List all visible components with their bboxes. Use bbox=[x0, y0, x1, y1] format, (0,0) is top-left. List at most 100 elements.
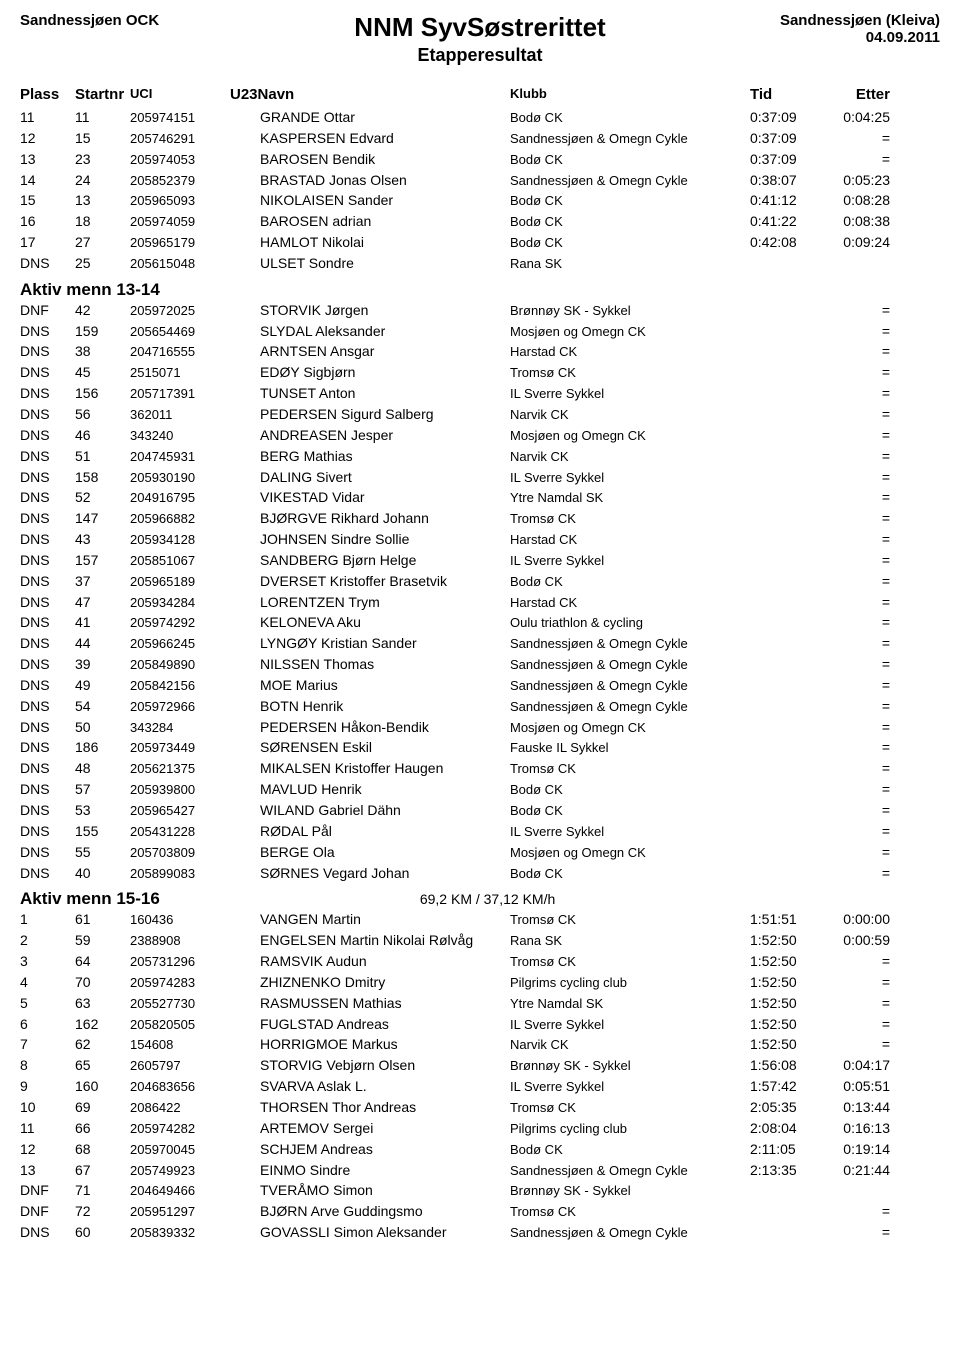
cell-startnr: 147 bbox=[75, 508, 130, 528]
cell-plass: 13 bbox=[20, 1160, 75, 1180]
cell-uci: 205820505 bbox=[130, 1016, 230, 1035]
cell-uci: 205966245 bbox=[130, 635, 230, 654]
result-row: DNS40205899083SØRNES Vegard JohanBodø CK… bbox=[20, 863, 940, 884]
cell-etter: = bbox=[820, 993, 890, 1013]
result-row: 10692086422THORSEN Thor AndreasTromsø CK… bbox=[20, 1097, 940, 1118]
result-row: DNS186205973449SØRENSEN EskilFauske IL S… bbox=[20, 737, 940, 758]
cell-plass: DNS bbox=[20, 571, 75, 591]
cell-tid: 1:56:08 bbox=[750, 1055, 820, 1075]
cell-uci: 205939800 bbox=[130, 781, 230, 800]
cell-plass: 6 bbox=[20, 1014, 75, 1034]
cell-navn: PEDERSEN Sigurd Salberg bbox=[260, 404, 510, 424]
cell-uci: 205849890 bbox=[130, 656, 230, 675]
cell-plass: 16 bbox=[20, 211, 75, 231]
cell-navn: GRANDE Ottar bbox=[260, 107, 510, 127]
cell-startnr: 50 bbox=[75, 717, 130, 737]
cell-navn: ARNTSEN Ansgar bbox=[260, 341, 510, 361]
cell-uci: 205852379 bbox=[130, 172, 230, 191]
cell-klubb: Bodø CK bbox=[510, 234, 750, 253]
result-row: 161160436VANGEN MartinTromsø CK1:51:510:… bbox=[20, 909, 940, 930]
cell-startnr: 18 bbox=[75, 211, 130, 231]
cell-etter: = bbox=[820, 508, 890, 528]
col-klubb: Klubb bbox=[510, 86, 750, 103]
cell-etter: = bbox=[820, 972, 890, 992]
cell-klubb: Tromsø CK bbox=[510, 911, 750, 930]
cell-plass: DNS bbox=[20, 737, 75, 757]
cell-uci: 205731296 bbox=[130, 953, 230, 972]
date-text: 04.09.2011 bbox=[633, 29, 940, 46]
cell-plass: 2 bbox=[20, 930, 75, 950]
cell-klubb: Sandnessjøen & Omegn Cykle bbox=[510, 130, 750, 149]
cell-uci: 205974151 bbox=[130, 109, 230, 128]
cell-plass: 12 bbox=[20, 128, 75, 148]
cell-etter: 0:08:28 bbox=[820, 190, 890, 210]
cell-uci: 205974292 bbox=[130, 614, 230, 633]
cell-navn: BAROSEN adrian bbox=[260, 211, 510, 231]
cell-navn: VANGEN Martin bbox=[260, 909, 510, 929]
cell-navn: SØRNES Vegard Johan bbox=[260, 863, 510, 883]
cell-navn: RASMUSSEN Mathias bbox=[260, 993, 510, 1013]
cell-navn: RAMSVIK Audun bbox=[260, 951, 510, 971]
section-3-title: Aktiv menn 15-16 bbox=[20, 889, 160, 909]
result-row: DNS156205717391TUNSET AntonIL Sverre Syk… bbox=[20, 383, 940, 404]
cell-startnr: 25 bbox=[75, 253, 130, 273]
cell-uci: 205431228 bbox=[130, 823, 230, 842]
cell-tid: 1:52:50 bbox=[750, 1014, 820, 1034]
cell-startnr: 61 bbox=[75, 909, 130, 929]
result-row: 6162205820505FUGLSTAD AndreasIL Sverre S… bbox=[20, 1014, 940, 1035]
section-3-header: Aktiv menn 15-16 69,2 KM / 37,12 KM/h bbox=[20, 883, 940, 909]
cell-etter: 0:00:00 bbox=[820, 909, 890, 929]
result-row: 2592388908ENGELSEN Martin Nikolai Rølvåg… bbox=[20, 930, 940, 951]
cell-klubb: Tromsø CK bbox=[510, 953, 750, 972]
cell-etter: = bbox=[820, 717, 890, 737]
cell-plass: DNS bbox=[20, 467, 75, 487]
cell-navn: KELONEVA Aku bbox=[260, 612, 510, 632]
cell-plass: DNS bbox=[20, 425, 75, 445]
cell-navn: STORVIK Jørgen bbox=[260, 300, 510, 320]
cell-startnr: 64 bbox=[75, 951, 130, 971]
header-right: Sandnessjøen (Kleiva) 04.09.2011 bbox=[633, 12, 940, 46]
cell-klubb: IL Sverre Sykkel bbox=[510, 552, 750, 571]
cell-navn: MIKALSEN Kristoffer Haugen bbox=[260, 758, 510, 778]
cell-uci: 343240 bbox=[130, 427, 230, 446]
cell-uci: 205965427 bbox=[130, 802, 230, 821]
result-row: 1513205965093NIKOLAISEN SanderBodø CK0:4… bbox=[20, 190, 940, 211]
cell-navn: SANDBERG Bjørn Helge bbox=[260, 550, 510, 570]
cell-uci: 205972966 bbox=[130, 698, 230, 717]
cell-plass: DNF bbox=[20, 1180, 75, 1200]
cell-navn: THORSEN Thor Andreas bbox=[260, 1097, 510, 1117]
section-3-sub: 69,2 KM / 37,12 KM/h bbox=[420, 891, 555, 907]
cell-klubb: Sandnessjøen & Omegn Cykle bbox=[510, 172, 750, 191]
cell-klubb: IL Sverre Sykkel bbox=[510, 1078, 750, 1097]
cell-startnr: 54 bbox=[75, 696, 130, 716]
result-row: 762154608HORRIGMOE MarkusNarvik CK1:52:5… bbox=[20, 1034, 940, 1055]
cell-navn: HORRIGMOE Markus bbox=[260, 1034, 510, 1054]
cell-klubb: Sandnessjøen & Omegn Cykle bbox=[510, 1224, 750, 1243]
cell-startnr: 45 bbox=[75, 362, 130, 382]
cell-startnr: 72 bbox=[75, 1201, 130, 1221]
cell-klubb: Mosjøen og Omegn CK bbox=[510, 844, 750, 863]
cell-startnr: 57 bbox=[75, 779, 130, 799]
cell-tid: 1:51:51 bbox=[750, 909, 820, 929]
cell-uci: 205974283 bbox=[130, 974, 230, 993]
results-group-2: DNF42205972025STORVIK JørgenBrønnøy SK -… bbox=[20, 300, 940, 884]
cell-navn: KASPERSEN Edvard bbox=[260, 128, 510, 148]
cell-klubb: Oulu triathlon & cycling bbox=[510, 614, 750, 633]
cell-startnr: 52 bbox=[75, 487, 130, 507]
cell-etter: = bbox=[820, 446, 890, 466]
cell-uci: 2388908 bbox=[130, 932, 230, 951]
result-row: DNS39205849890NILSSEN ThomasSandnessjøen… bbox=[20, 654, 940, 675]
cell-startnr: 13 bbox=[75, 190, 130, 210]
cell-navn: SLYDAL Aleksander bbox=[260, 321, 510, 341]
cell-etter: = bbox=[820, 404, 890, 424]
cell-klubb: Tromsø CK bbox=[510, 364, 750, 383]
cell-plass: DNS bbox=[20, 821, 75, 841]
cell-navn: BJØRN Arve Guddingsmo bbox=[260, 1201, 510, 1221]
cell-tid: 0:37:09 bbox=[750, 149, 820, 169]
cell-navn: HAMLOT Nikolai bbox=[260, 232, 510, 252]
cell-klubb: Brønnøy SK - Sykkel bbox=[510, 1057, 750, 1076]
cell-uci: 204649466 bbox=[130, 1182, 230, 1201]
header-center: NNM SyvSøstrerittet Etapperesultat bbox=[327, 12, 634, 66]
cell-startnr: 27 bbox=[75, 232, 130, 252]
cell-tid: 0:37:09 bbox=[750, 107, 820, 127]
